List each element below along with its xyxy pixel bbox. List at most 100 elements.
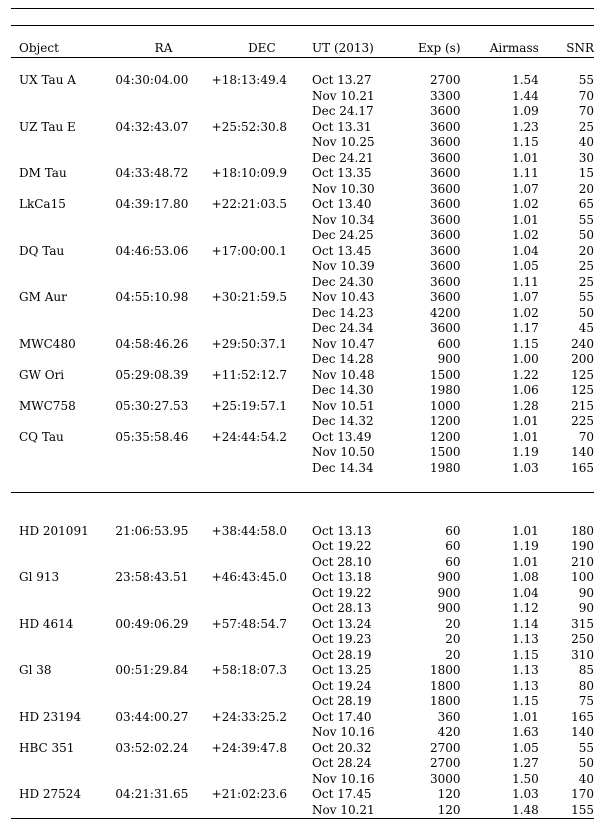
airmass-value: 1.13 <box>512 678 539 693</box>
object-name <box>11 89 115 105</box>
snr-value: 40 <box>578 135 594 149</box>
ra-value <box>115 586 211 602</box>
dec-value <box>212 679 312 695</box>
airmass-value: 1.01 <box>512 429 539 444</box>
dec-value <box>212 586 312 602</box>
object-name: UX Tau A <box>19 73 76 87</box>
object-name: GM Aur <box>19 290 67 304</box>
object-name <box>11 275 115 291</box>
observation-table: Object RA DEC UT (2013) Exp (s) Airmass … <box>11 8 594 835</box>
table-row: CQ Tau 05:35:58.46 +24:44:54.2 Oct 13.49 120… <box>11 430 594 446</box>
exposure-value: 1800 <box>429 663 461 677</box>
ut-value: Dec 14.34 <box>312 460 374 475</box>
ra-value <box>115 632 211 648</box>
table-row: DQ Tau 04:46:53.06 +17:00:00.1 Oct 13.45 360… <box>11 244 594 260</box>
exposure-value: 1980 <box>429 383 461 397</box>
ut-value: Dec 24.17 <box>312 104 374 118</box>
exposure-value: 3600 <box>429 181 461 196</box>
exposure-value: 1500 <box>429 367 461 382</box>
snr-value: 250 <box>571 632 594 646</box>
exposure-value: 3300 <box>429 88 461 103</box>
ra-value <box>115 135 211 151</box>
exposure-value: 60 <box>445 539 461 553</box>
ra-value <box>115 648 211 664</box>
ra-value <box>115 151 211 167</box>
table-row: Oct 19.24 1800 1.13 80 <box>11 679 594 695</box>
ra-value: 03:52:02.24 <box>115 740 189 755</box>
snr-value: 50 <box>578 305 594 320</box>
snr-value: 70 <box>578 429 594 444</box>
airmass-value: 1.05 <box>512 740 539 755</box>
table-row: DM Tau 04:33:48.72 +18:10:09.9 Oct 13.35 360… <box>11 166 594 182</box>
airmass-value: 1.01 <box>512 554 539 569</box>
dec-value: +21:02:23.6 <box>211 787 288 801</box>
object-name: GW Ori <box>19 367 65 382</box>
airmass-value: 1.54 <box>512 73 539 87</box>
object-name <box>11 586 115 602</box>
ra-value: 04:33:48.72 <box>115 166 189 180</box>
exposure-value: 3600 <box>429 150 461 165</box>
object-name <box>11 321 115 337</box>
ra-value: 21:06:53.95 <box>115 523 189 538</box>
airmass-value: 1.02 <box>512 228 539 242</box>
ra-value: 04:30:04.00 <box>115 73 189 87</box>
ra-value: 04:58:46.26 <box>115 336 189 351</box>
ut-value: Nov 10.21 <box>312 88 375 103</box>
exposure-value: 3600 <box>429 243 461 258</box>
ut-value: Dec 14.23 <box>312 305 374 320</box>
snr-value: 20 <box>578 181 594 196</box>
airmass-value: 1.44 <box>512 88 539 103</box>
ra-value <box>115 694 211 710</box>
ut-value: Oct 19.23 <box>312 632 372 646</box>
exposure-value: 3600 <box>429 119 461 134</box>
object-name: Gl 913 <box>19 570 60 584</box>
dec-value <box>212 383 312 399</box>
object-name <box>11 414 115 430</box>
object-name <box>11 445 115 461</box>
airmass-value: 1.08 <box>512 570 539 584</box>
object-name: UZ Tau E <box>19 119 76 134</box>
ut-value: Nov 10.47 <box>312 336 375 351</box>
dec-value <box>212 461 312 477</box>
ra-value: 04:46:53.06 <box>115 243 189 258</box>
header-dec: DEC <box>248 41 276 55</box>
airmass-value: 1.03 <box>512 460 539 475</box>
airmass-value: 1.07 <box>512 290 539 304</box>
dec-value <box>212 539 312 555</box>
airmass-value: 1.19 <box>512 445 539 459</box>
dec-value <box>212 555 312 571</box>
table-row: Nov 10.30 3600 1.07 20 <box>11 182 594 198</box>
exposure-value: 3600 <box>429 212 461 227</box>
airmass-value: 1.15 <box>512 647 539 662</box>
object-name <box>11 756 115 772</box>
snr-value: 180 <box>571 523 594 538</box>
dec-value <box>212 89 312 105</box>
dec-value <box>212 756 312 772</box>
header-object: Object <box>19 41 59 55</box>
exposure-value: 900 <box>437 570 461 584</box>
snr-value: 215 <box>571 398 594 413</box>
snr-value: 30 <box>578 150 594 165</box>
airmass-value: 1.01 <box>512 150 539 165</box>
dec-value: +11:52:12.7 <box>211 367 288 382</box>
exposure-value: 1000 <box>429 398 461 413</box>
dec-value <box>212 306 312 322</box>
table-row: MWC758 05:30:27.53 +25:19:57.1 Nov 10.51 100… <box>11 399 594 415</box>
ra-value <box>115 772 211 788</box>
ut-value: Oct 13.45 <box>312 243 372 258</box>
object-name: HD 27524 <box>19 787 82 801</box>
snr-value: 65 <box>578 197 594 211</box>
exposure-value: 3600 <box>429 228 461 242</box>
snr-value: 20 <box>578 243 594 258</box>
ut-value: Dec 14.28 <box>312 352 374 366</box>
table-row: Dec 14.34 1980 1.03 165 <box>11 461 594 477</box>
table-row: Oct 28.10 60 1.01 210 <box>11 555 594 571</box>
exposure-value: 3600 <box>429 321 461 335</box>
ut-value: Oct 17.40 <box>312 709 372 724</box>
ra-value <box>115 321 211 337</box>
exposure-value: 20 <box>445 632 461 646</box>
object-name <box>11 539 115 555</box>
ra-value <box>115 414 211 430</box>
object-name <box>11 383 115 399</box>
dec-value: +24:44:54.2 <box>211 429 288 444</box>
